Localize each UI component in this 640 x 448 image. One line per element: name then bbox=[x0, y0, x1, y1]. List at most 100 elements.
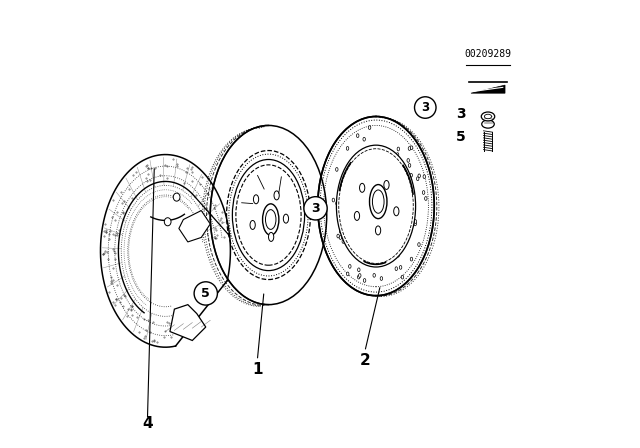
Ellipse shape bbox=[423, 175, 426, 178]
Ellipse shape bbox=[408, 164, 411, 167]
Ellipse shape bbox=[406, 215, 409, 219]
Text: 4: 4 bbox=[142, 416, 153, 431]
Ellipse shape bbox=[484, 114, 492, 119]
Text: 5: 5 bbox=[202, 287, 210, 300]
Ellipse shape bbox=[407, 159, 410, 162]
Ellipse shape bbox=[403, 241, 405, 245]
Ellipse shape bbox=[349, 264, 351, 268]
Ellipse shape bbox=[373, 273, 376, 277]
Ellipse shape bbox=[338, 219, 340, 223]
Ellipse shape bbox=[399, 266, 402, 269]
Ellipse shape bbox=[410, 146, 413, 150]
Ellipse shape bbox=[349, 185, 352, 189]
Ellipse shape bbox=[335, 168, 338, 171]
Ellipse shape bbox=[364, 279, 366, 282]
Ellipse shape bbox=[401, 275, 404, 279]
Ellipse shape bbox=[284, 214, 289, 223]
Polygon shape bbox=[471, 85, 505, 93]
Ellipse shape bbox=[342, 183, 345, 187]
Ellipse shape bbox=[337, 206, 339, 210]
Text: 3: 3 bbox=[311, 202, 320, 215]
Ellipse shape bbox=[378, 156, 380, 159]
Ellipse shape bbox=[360, 175, 362, 179]
Ellipse shape bbox=[363, 240, 365, 243]
Text: 5: 5 bbox=[456, 129, 466, 144]
Ellipse shape bbox=[376, 226, 381, 235]
Ellipse shape bbox=[269, 233, 274, 241]
Ellipse shape bbox=[382, 256, 384, 260]
Ellipse shape bbox=[342, 240, 344, 243]
Ellipse shape bbox=[360, 183, 365, 192]
Ellipse shape bbox=[353, 223, 355, 227]
Ellipse shape bbox=[410, 173, 412, 177]
Ellipse shape bbox=[389, 244, 392, 247]
Ellipse shape bbox=[369, 126, 371, 129]
Ellipse shape bbox=[337, 145, 415, 267]
Text: 1: 1 bbox=[252, 362, 262, 377]
Ellipse shape bbox=[397, 254, 399, 257]
Text: 00209289: 00209289 bbox=[465, 49, 511, 59]
Ellipse shape bbox=[339, 236, 342, 239]
Ellipse shape bbox=[397, 147, 399, 151]
Ellipse shape bbox=[482, 120, 494, 128]
Ellipse shape bbox=[408, 146, 411, 151]
Ellipse shape bbox=[384, 181, 389, 190]
Ellipse shape bbox=[360, 236, 363, 239]
Ellipse shape bbox=[367, 147, 369, 151]
Ellipse shape bbox=[346, 146, 349, 150]
Ellipse shape bbox=[394, 228, 396, 232]
Ellipse shape bbox=[408, 176, 411, 180]
Ellipse shape bbox=[266, 210, 276, 229]
Ellipse shape bbox=[422, 191, 425, 194]
Ellipse shape bbox=[348, 210, 351, 213]
Ellipse shape bbox=[380, 276, 383, 280]
Polygon shape bbox=[179, 211, 210, 242]
Ellipse shape bbox=[418, 174, 420, 178]
Ellipse shape bbox=[401, 190, 403, 194]
Text: 3: 3 bbox=[456, 107, 466, 121]
Ellipse shape bbox=[253, 195, 259, 204]
Ellipse shape bbox=[343, 214, 346, 217]
Ellipse shape bbox=[346, 272, 349, 276]
Ellipse shape bbox=[381, 248, 383, 252]
Ellipse shape bbox=[336, 202, 338, 205]
Ellipse shape bbox=[363, 138, 365, 141]
Ellipse shape bbox=[397, 161, 399, 164]
Ellipse shape bbox=[358, 268, 360, 271]
Ellipse shape bbox=[424, 197, 427, 200]
Ellipse shape bbox=[410, 257, 413, 261]
Ellipse shape bbox=[404, 218, 406, 221]
Circle shape bbox=[415, 97, 436, 118]
Ellipse shape bbox=[355, 211, 360, 220]
Ellipse shape bbox=[402, 208, 404, 212]
Ellipse shape bbox=[250, 220, 255, 229]
Ellipse shape bbox=[396, 153, 399, 156]
Ellipse shape bbox=[358, 274, 361, 277]
Ellipse shape bbox=[358, 275, 360, 279]
Ellipse shape bbox=[337, 234, 339, 238]
Ellipse shape bbox=[338, 200, 340, 203]
Ellipse shape bbox=[376, 158, 378, 162]
Ellipse shape bbox=[317, 116, 435, 296]
Ellipse shape bbox=[418, 243, 420, 246]
Ellipse shape bbox=[383, 257, 386, 261]
Text: 2: 2 bbox=[360, 353, 370, 368]
Circle shape bbox=[304, 197, 327, 220]
Ellipse shape bbox=[173, 193, 180, 201]
Ellipse shape bbox=[368, 253, 370, 257]
Text: 3: 3 bbox=[421, 101, 429, 114]
Ellipse shape bbox=[274, 191, 279, 200]
Ellipse shape bbox=[332, 198, 335, 202]
Ellipse shape bbox=[417, 177, 419, 181]
Ellipse shape bbox=[414, 220, 417, 224]
Ellipse shape bbox=[232, 159, 305, 271]
Ellipse shape bbox=[164, 218, 171, 226]
Ellipse shape bbox=[340, 230, 342, 233]
Ellipse shape bbox=[395, 267, 397, 271]
Ellipse shape bbox=[414, 222, 417, 226]
Ellipse shape bbox=[369, 185, 387, 219]
Ellipse shape bbox=[400, 182, 403, 185]
Ellipse shape bbox=[262, 204, 279, 235]
Ellipse shape bbox=[404, 238, 406, 242]
Ellipse shape bbox=[372, 190, 384, 213]
